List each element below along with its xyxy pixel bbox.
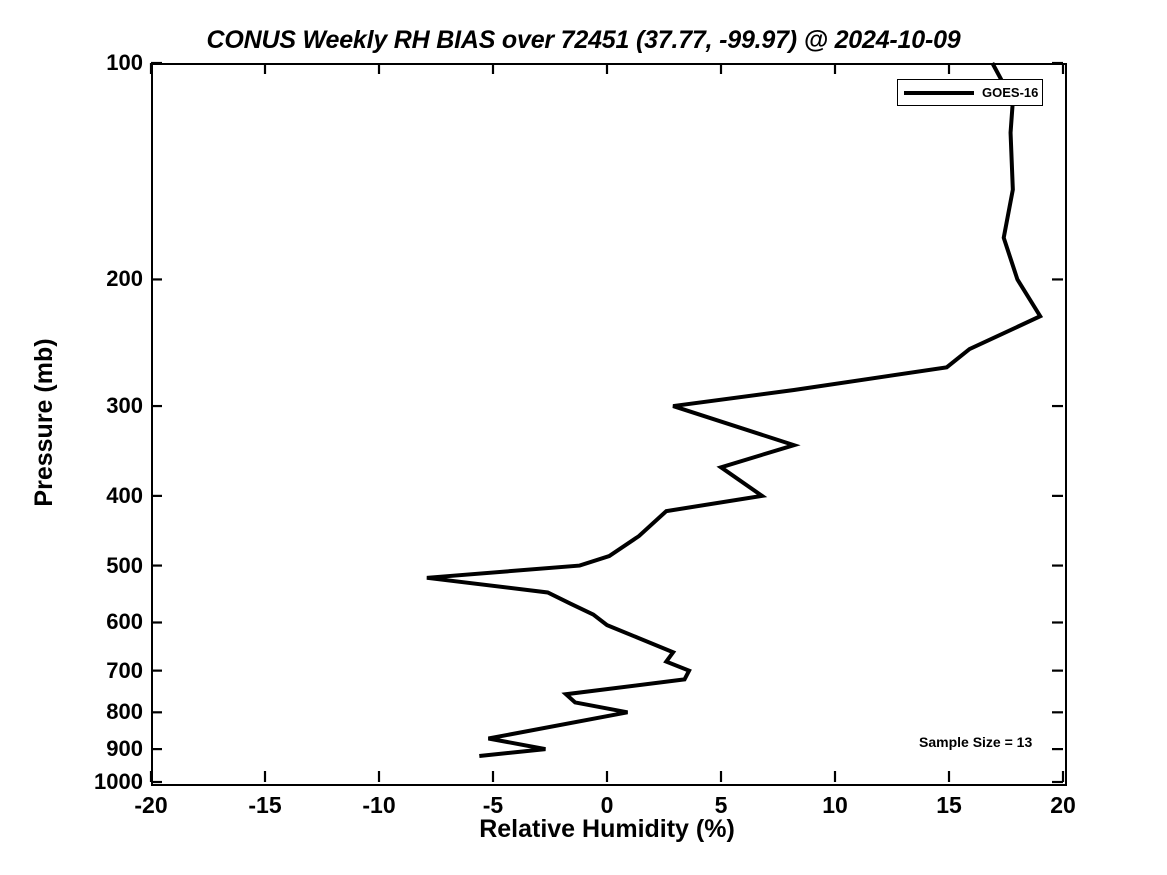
x-axis-tick-label: 20 [1050,792,1076,818]
x-axis-tick-label: 15 [936,792,962,818]
y-axis-tick-label: 900 [106,736,143,762]
y-axis-tick-label: 400 [106,482,143,508]
x-axis-tick-label: 0 [600,792,614,818]
x-axis-tick-label: -20 [134,792,168,818]
y-axis-tick-label: 800 [106,699,143,725]
x-axis-label: Relative Humidity (%) [479,815,735,843]
legend-label-goes-16: GOES-16 [982,85,1039,100]
plot-area [151,63,1067,786]
y-axis-label: Pressure (mb) [30,338,58,507]
y-axis-tick-label: 700 [106,657,143,683]
y-axis-tick-label: 500 [106,552,143,578]
x-axis-tick-label: 10 [822,792,848,818]
x-axis-tick-label: 5 [714,792,728,818]
legend-swatch-goes-16 [904,90,974,95]
x-axis-tick-label: -10 [362,792,396,818]
x-axis-tick-label: -5 [482,792,504,818]
y-axis-tick-label: 300 [106,393,143,419]
y-axis-tick-label: 600 [106,609,143,635]
y-axis-tick-label: 200 [106,266,143,292]
x-axis-tick-label: -15 [248,792,282,818]
y-axis-tick-label: 100 [106,50,143,75]
y-axis-tick-label: 1000 [94,769,143,794]
legend: GOES-16 [897,79,1043,106]
page-title: CONUS Weekly RH BIAS over 72451 (37.77, … [206,26,961,54]
sample-size-annotation: Sample Size = 13 [919,734,1033,751]
